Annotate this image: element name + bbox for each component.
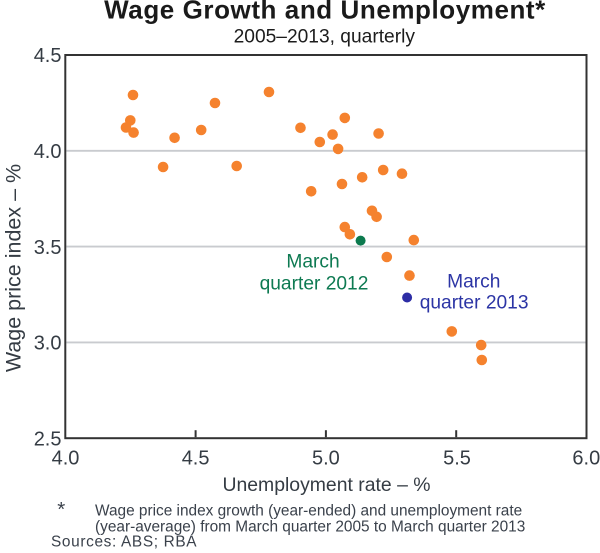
svg-text:4.0: 4.0: [34, 141, 62, 163]
svg-text:quarter 2013: quarter 2013: [420, 292, 529, 313]
svg-text:(year-average) from March quar: (year-average) from March quarter 2005 t…: [95, 518, 525, 535]
svg-text:Wage Growth and Unemployment*: Wage Growth and Unemployment*: [104, 0, 546, 25]
svg-text:Unemployment rate – %: Unemployment rate – %: [222, 474, 430, 496]
svg-text:2.5: 2.5: [34, 428, 62, 450]
svg-text:March: March: [286, 252, 339, 273]
svg-text:4.5: 4.5: [182, 448, 210, 470]
svg-text:Sources: ABS; RBA: Sources: ABS; RBA: [51, 534, 197, 551]
svg-text:4.0: 4.0: [52, 448, 80, 470]
svg-text:5.0: 5.0: [312, 448, 340, 470]
svg-text:4.5: 4.5: [34, 45, 62, 67]
svg-text:5.5: 5.5: [443, 448, 471, 470]
svg-text:quarter 2012: quarter 2012: [260, 274, 369, 295]
svg-text:3.5: 3.5: [34, 237, 62, 259]
svg-text:6.0: 6.0: [572, 448, 600, 470]
svg-text:3.0: 3.0: [34, 333, 62, 355]
svg-text:*: *: [57, 498, 65, 521]
svg-text:March: March: [447, 272, 500, 293]
svg-text:Wage price index growth (year-: Wage price index growth (year-ended) and…: [95, 503, 522, 520]
svg-text:Wage price index – %: Wage price index – %: [2, 164, 26, 372]
svg-text:2005–2013, quarterly: 2005–2013, quarterly: [234, 27, 416, 48]
